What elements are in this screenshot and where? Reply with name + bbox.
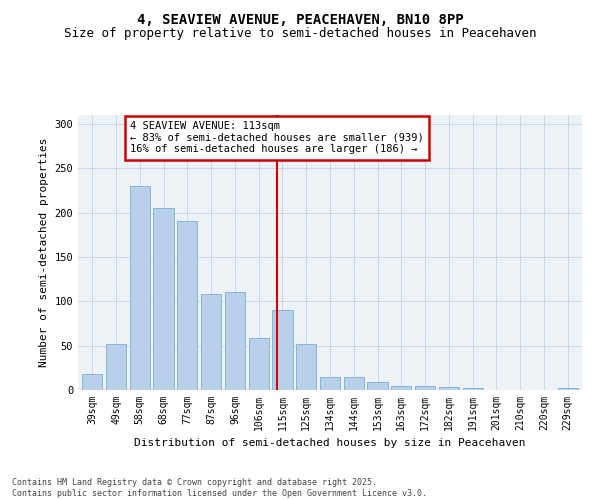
Bar [225, 292, 245, 390]
Bar [439, 388, 459, 390]
Bar [391, 386, 412, 390]
Y-axis label: Number of semi-detached properties: Number of semi-detached properties [39, 138, 49, 367]
Text: 4, SEAVIEW AVENUE, PEACEHAVEN, BN10 8PP: 4, SEAVIEW AVENUE, PEACEHAVEN, BN10 8PP [137, 12, 463, 26]
Text: 4 SEAVIEW AVENUE: 113sqm
← 83% of semi-detached houses are smaller (939)
16% of : 4 SEAVIEW AVENUE: 113sqm ← 83% of semi-d… [130, 121, 424, 154]
Bar [248, 338, 269, 390]
Bar [320, 376, 340, 390]
Bar [272, 310, 293, 390]
Bar [415, 386, 435, 390]
Bar [296, 344, 316, 390]
Bar [367, 382, 388, 390]
Bar [557, 388, 578, 390]
Bar [106, 344, 126, 390]
Text: Contains HM Land Registry data © Crown copyright and database right 2025.
Contai: Contains HM Land Registry data © Crown c… [12, 478, 427, 498]
Text: Size of property relative to semi-detached houses in Peacehaven: Size of property relative to semi-detach… [64, 28, 536, 40]
Bar [463, 388, 483, 390]
X-axis label: Distribution of semi-detached houses by size in Peacehaven: Distribution of semi-detached houses by … [134, 438, 526, 448]
Bar [344, 376, 364, 390]
Bar [177, 222, 197, 390]
Bar [154, 208, 173, 390]
Bar [82, 374, 103, 390]
Bar [201, 294, 221, 390]
Bar [130, 186, 150, 390]
